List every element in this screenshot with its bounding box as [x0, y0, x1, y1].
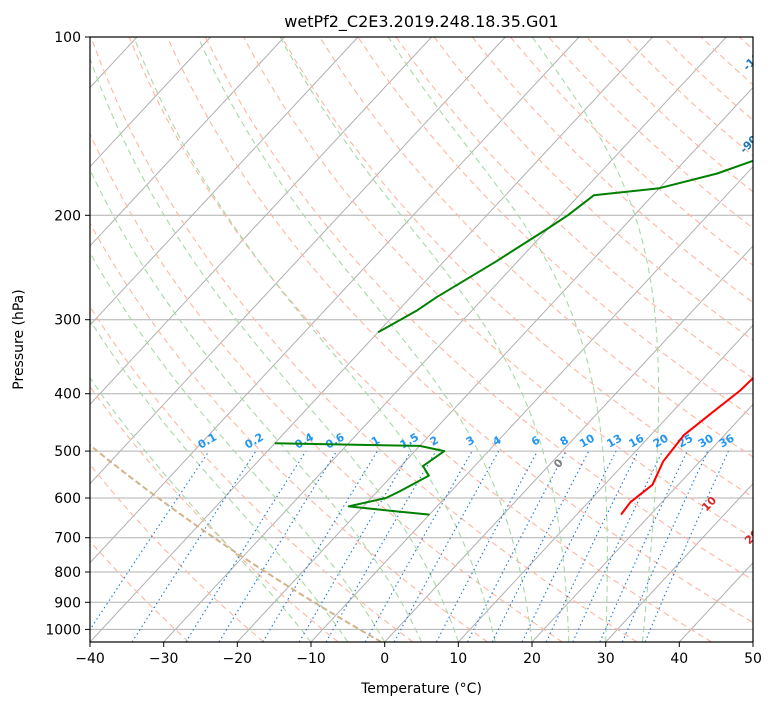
isotherm-line	[236, 86, 753, 642]
plot-area: 0.10.20.40.611.52346810131620253036-100-…	[90, 37, 762, 642]
x-tick-label: 40	[670, 651, 688, 667]
y-tick-label: 800	[54, 565, 81, 581]
isotherm-line	[90, 37, 506, 485]
dry-adiabat-line	[433, 37, 753, 341]
moist-adiabat-line	[90, 319, 349, 642]
dry-adiabat-line	[128, 37, 712, 642]
lcl-curve	[90, 443, 382, 642]
y-tick-label: 400	[54, 387, 81, 403]
dry-adiabat-line	[90, 37, 638, 642]
y-tick-label: 600	[54, 491, 81, 507]
dewpoint-profile-line	[274, 442, 446, 516]
x-tick-label: 20	[523, 651, 541, 667]
plot-frame	[89, 36, 754, 643]
isotherm-line	[90, 37, 211, 168]
mixing-ratio-line	[185, 450, 307, 642]
isotherm-line	[310, 165, 753, 642]
moist-adiabat-line	[531, 37, 660, 642]
x-tick-label: 30	[597, 651, 615, 667]
dry-adiabat-line	[281, 37, 753, 498]
x-tick-label: −20	[223, 651, 253, 667]
moist-adiabat-line	[90, 57, 459, 642]
isotherm-line	[605, 482, 753, 642]
y-tick-label: 700	[54, 531, 81, 547]
dry-adiabat-line	[204, 37, 753, 581]
x-tick-label: 50	[744, 651, 762, 667]
y-axis: 100 200 300 400 500 600 700 800 900 1000	[45, 30, 90, 638]
temperature-profile-line	[620, 376, 753, 516]
moist-adiabat-line	[90, 168, 422, 642]
dry-adiabat-line	[166, 37, 753, 624]
moist-adiabat-line	[279, 37, 570, 642]
dry-adiabat-line	[90, 132, 563, 642]
moist-adiabat-line	[197, 37, 533, 642]
y-tick-label: 300	[54, 313, 81, 329]
y-axis-title: Pressure (hPa)	[11, 289, 27, 389]
mixing-ratio-line	[435, 450, 538, 642]
isotherm-line	[90, 37, 432, 406]
x-tick-label: 10	[449, 651, 467, 667]
chart-title: wetPf2_C2E3.2019.248.18.35.G01	[284, 12, 558, 32]
x-tick-label: −10	[296, 651, 326, 667]
dry-adiabat-line	[243, 37, 753, 539]
dry-adiabat-line	[90, 463, 264, 642]
dry-adiabat-line	[357, 37, 753, 419]
isotherm-line	[457, 324, 753, 642]
isotherm-line	[90, 37, 653, 642]
x-axis-title: Temperature (°C)	[360, 681, 482, 697]
moist-adiabat-line	[90, 251, 386, 642]
moist-adiabat-label: 20	[742, 527, 762, 547]
dry-adiabat-line	[90, 385, 339, 642]
x-tick-label: −40	[75, 651, 105, 667]
isotherm-line	[90, 37, 359, 326]
isotherm-line	[163, 37, 727, 642]
isotherm-line	[90, 37, 580, 564]
mixing-ratio-line	[262, 450, 378, 642]
y-tick-label: 500	[54, 444, 81, 460]
x-axis: −40 −30 −20 −10 0 10 20 30 40 50	[75, 642, 762, 667]
dry-adiabat-line	[90, 540, 190, 642]
mixing-ratio-line	[131, 450, 257, 642]
mixing-ratio-line	[90, 450, 210, 631]
y-tick-label: 100	[54, 30, 81, 46]
moist-adiabat-line	[133, 37, 496, 642]
x-tick-label: 0	[380, 651, 389, 667]
mixing-ratio-line	[545, 450, 639, 642]
moist-adiabat-line	[90, 376, 312, 642]
y-tick-label: 900	[54, 595, 81, 611]
y-tick-label: 200	[54, 208, 81, 224]
mixing-ratio-line	[298, 450, 412, 642]
dry-adiabat-line	[395, 37, 753, 380]
dry-adiabat-line	[90, 222, 488, 642]
isotherm-line	[90, 37, 285, 247]
mixing-ratio-line	[521, 450, 617, 642]
mixing-ratio-line	[218, 450, 338, 642]
dewpoint-profile-line	[377, 159, 753, 334]
moist-adiabat-line	[387, 37, 608, 642]
isotherm-line	[384, 245, 753, 642]
mixing-ratio-line	[599, 450, 688, 642]
isotherm-line	[531, 403, 753, 642]
dry-adiabat-line	[471, 37, 753, 304]
x-tick-label: −30	[149, 651, 179, 667]
y-tick-label: 1000	[45, 622, 81, 638]
